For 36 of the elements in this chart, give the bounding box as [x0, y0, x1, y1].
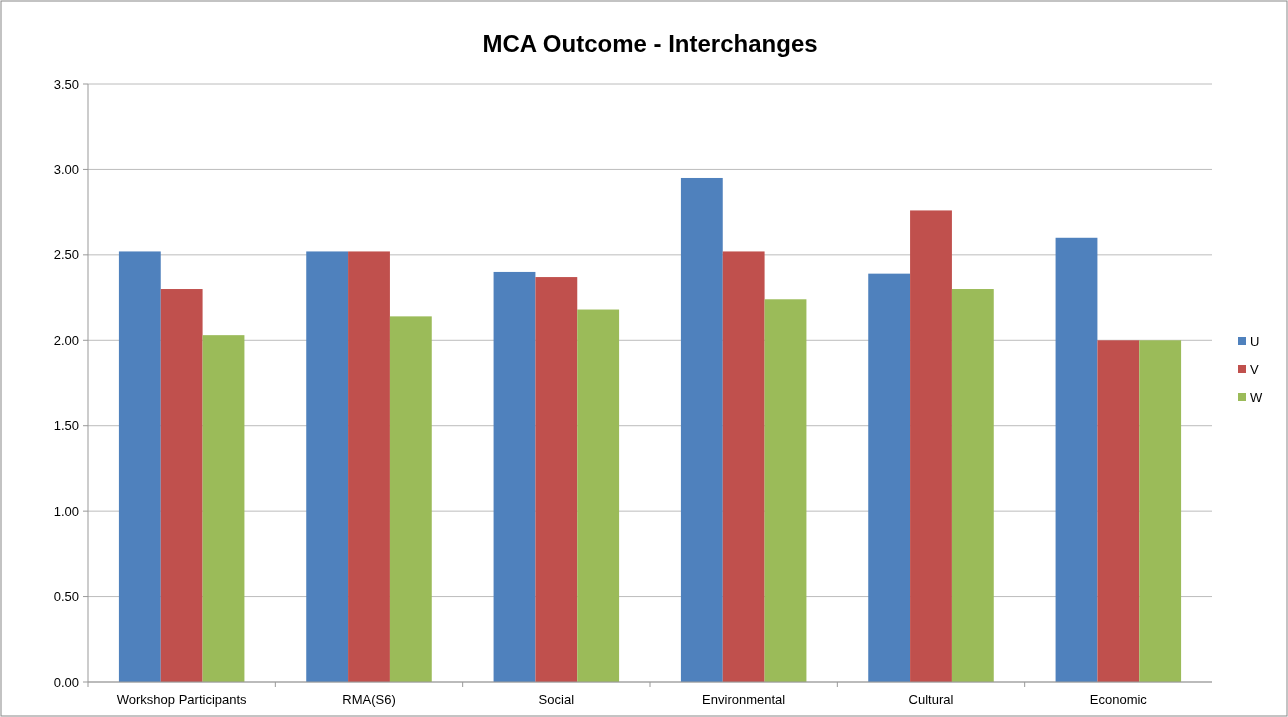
legend-label: W	[1250, 389, 1263, 405]
y-tick-label: 0.50	[53, 589, 79, 605]
y-tick-label: 1.00	[53, 503, 79, 519]
x-tick-label: Environmental	[702, 692, 786, 707]
bar	[1139, 340, 1182, 682]
x-tick-label: RMA(S6)	[342, 692, 396, 707]
bar	[680, 177, 723, 682]
legend-label: V	[1250, 361, 1259, 377]
bar	[577, 309, 620, 682]
bar	[764, 299, 807, 682]
bar	[1097, 340, 1140, 682]
bar	[951, 289, 994, 682]
bar	[722, 251, 765, 682]
y-tick-label: 1.50	[53, 418, 79, 434]
bar	[868, 273, 911, 682]
bar	[389, 316, 432, 682]
y-tick-label: 3.50	[53, 76, 79, 92]
bar	[202, 335, 245, 682]
bar	[348, 251, 390, 682]
y-tick-label: 3.00	[53, 161, 79, 177]
bar	[493, 271, 536, 682]
bar	[306, 251, 349, 682]
bar	[118, 251, 161, 682]
y-tick-label: 2.00	[53, 332, 79, 348]
bar	[535, 277, 578, 682]
x-tick-label: Cultural	[908, 692, 954, 707]
y-tick-label: 0.00	[53, 674, 79, 690]
x-tick-label: Workshop Participants	[116, 692, 248, 707]
bar	[160, 289, 203, 682]
legend-label: U	[1250, 333, 1260, 349]
bar	[910, 210, 952, 682]
x-tick-label: Economic	[1089, 692, 1148, 707]
x-tick-label: Social	[538, 692, 575, 707]
chart-title: MCA Outcome - Interchanges	[482, 30, 818, 57]
y-tick-label: 2.50	[53, 247, 79, 263]
bar	[1055, 237, 1098, 682]
